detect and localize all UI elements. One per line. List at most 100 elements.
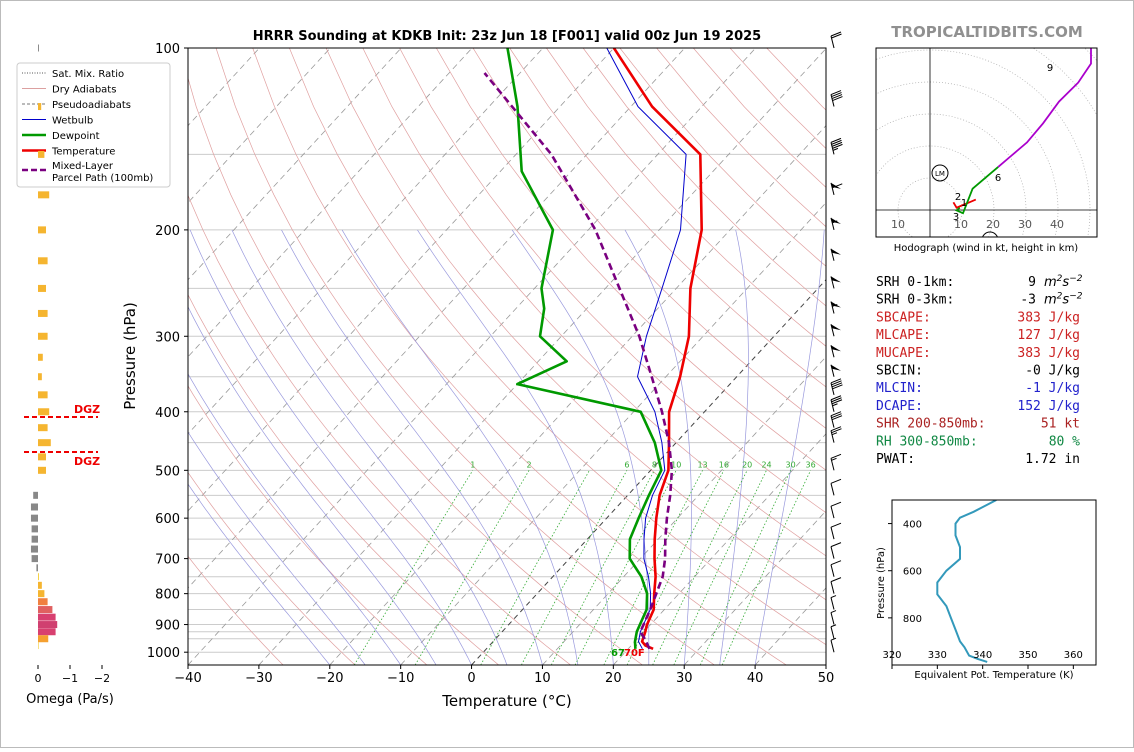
wind-barb xyxy=(830,248,841,261)
omega-bar xyxy=(38,408,50,416)
mixing-ratio-line xyxy=(673,470,767,665)
x-tick-label: 30 xyxy=(676,671,693,686)
mixing-ratio-label: 13 xyxy=(697,460,707,469)
wind-barb xyxy=(830,522,842,540)
wind-barb xyxy=(830,378,843,395)
mixing-ratio-label: 8 xyxy=(652,460,657,469)
thetae-line xyxy=(936,500,997,663)
thetae-x-tick-label: 360 xyxy=(1064,650,1083,661)
hodograph-height-label: 6 xyxy=(995,173,1001,184)
site-watermark: TROPICALTIDBITS.COM xyxy=(891,23,1083,41)
hodograph-height-label: 3 xyxy=(953,212,959,223)
omega-bar xyxy=(38,453,46,461)
omega-bar xyxy=(38,353,43,361)
y-tick-label: 500 xyxy=(155,464,180,479)
omega-bar xyxy=(38,613,56,621)
indices-table: SRH 0-1km: 9 m2s−2 SRH 0-3km: -3 m2s−2 SBCAPE:… xyxy=(876,274,1083,467)
wind-barb xyxy=(830,542,842,559)
hodograph-height-label: 9 xyxy=(1047,63,1053,74)
omega-bar xyxy=(38,621,58,629)
index-value: -0 J/kg xyxy=(1025,364,1080,379)
x-tick-label: −30 xyxy=(245,671,272,686)
hodograph-height-label: 2 xyxy=(955,192,961,203)
pseudoadiabat-line xyxy=(719,229,749,665)
pseudoadiabat-line xyxy=(511,229,650,665)
dgz-label-bottom: DGZ xyxy=(74,455,100,468)
wind-barb xyxy=(830,31,842,49)
omega-bar xyxy=(38,226,46,234)
y-tick-label: 800 xyxy=(155,588,180,603)
x-tick-label: 40 xyxy=(747,671,764,686)
series-line-mixed-layer-parcel-path-mb- xyxy=(483,72,674,650)
omega-bar xyxy=(31,555,38,563)
legend-label: Pseudoadiabats xyxy=(52,100,131,111)
wind-barb xyxy=(830,345,841,358)
wind-barb xyxy=(830,637,837,653)
omega-bar xyxy=(38,581,42,589)
dry-adiabat-line xyxy=(362,48,826,557)
x-tick-label: 50 xyxy=(818,671,835,686)
dry-adiabat-line xyxy=(325,48,826,601)
dry-adiabat-line xyxy=(188,471,356,665)
hodograph-segment xyxy=(952,198,977,209)
thetae-x-tick-label: 330 xyxy=(928,650,947,661)
index-label: SRH 0-3km: xyxy=(876,293,954,308)
omega-bar xyxy=(38,598,48,606)
pseudoadiabat-line xyxy=(189,229,472,665)
thetae-x-tick-label: 350 xyxy=(1018,650,1037,661)
index-label: SRH 0-1km: xyxy=(876,275,954,290)
omega-bar xyxy=(38,635,49,643)
hodograph-height-label: 1 xyxy=(961,198,967,209)
wind-barb xyxy=(830,426,842,443)
lm-marker xyxy=(931,164,949,182)
thetae-ylabel: Pressure (hPa) xyxy=(876,547,887,619)
mixing-ratio-line xyxy=(699,470,792,665)
dgz-label-top: DGZ xyxy=(74,403,100,416)
pseudoadiabat-line xyxy=(281,229,543,665)
mixing-ratio-label: 20 xyxy=(742,460,752,469)
y-tick-label: 900 xyxy=(155,619,180,634)
index-unit: m2s−2 xyxy=(1044,274,1083,290)
omega-bar xyxy=(38,257,48,265)
mixing-ratio-label: 36 xyxy=(806,460,816,469)
legend-label: Sat. Mix. Ratio xyxy=(52,69,124,80)
index-unit: m2s−2 xyxy=(1044,292,1083,308)
omega-bar xyxy=(30,545,38,553)
index-label: PWAT: xyxy=(876,452,915,467)
omega-tick-label: −2 xyxy=(94,672,110,685)
pseudoadiabat-line xyxy=(188,431,366,665)
dry-adiabat-line xyxy=(289,48,826,646)
omega-bar xyxy=(30,514,38,522)
thetae-xlabel: Equivalent Pot. Temperature (K) xyxy=(914,670,1073,681)
omega-bar xyxy=(38,439,51,447)
x-tick-label: 10 xyxy=(534,671,551,686)
hodograph-segment xyxy=(997,48,1092,168)
hodograph-ring-label: 10 xyxy=(891,218,905,231)
index-label: DCAPE: xyxy=(876,399,923,414)
mixing-ratio-line xyxy=(480,470,590,665)
legend-label: Mixed-Layer xyxy=(52,161,114,172)
skewt-title: HRRR Sounding at KDKB Init: 23z Jun 18 [… xyxy=(253,29,761,44)
lm-marker-label: LM xyxy=(935,170,945,178)
hodograph-ring-label: 30 xyxy=(1018,218,1032,231)
dry-adiabat-line xyxy=(582,48,826,307)
index-label: SHR 200-850mb: xyxy=(876,417,986,432)
dry-adiabat-line xyxy=(472,48,826,429)
surface-dewpoint-label: 67 xyxy=(611,648,625,659)
rm-marker xyxy=(982,231,998,237)
index-label: SBCIN: xyxy=(876,364,923,379)
omega-bar xyxy=(38,424,48,432)
skewt-panel: HRRR Sounding at KDKB Init: 23z Jun 18 [… xyxy=(121,29,835,710)
skewt-legend: Sat. Mix. Ratio Dry Adiabats Pseudoadiabat… xyxy=(16,62,171,188)
pseudoadiabat-line xyxy=(754,229,825,665)
index-value: 80 % xyxy=(1049,434,1080,449)
wind-barb xyxy=(830,276,841,289)
x-tick-label: −10 xyxy=(387,671,414,686)
pseudoadiabat-line xyxy=(231,229,508,665)
wind-barb xyxy=(830,324,841,337)
series-line-wetbulb xyxy=(606,48,687,650)
dry-adiabat-line xyxy=(215,48,715,665)
legend-label: Wetbulb xyxy=(52,116,93,127)
mixing-ratio-label: 24 xyxy=(761,460,771,469)
omega-bar xyxy=(38,373,42,381)
